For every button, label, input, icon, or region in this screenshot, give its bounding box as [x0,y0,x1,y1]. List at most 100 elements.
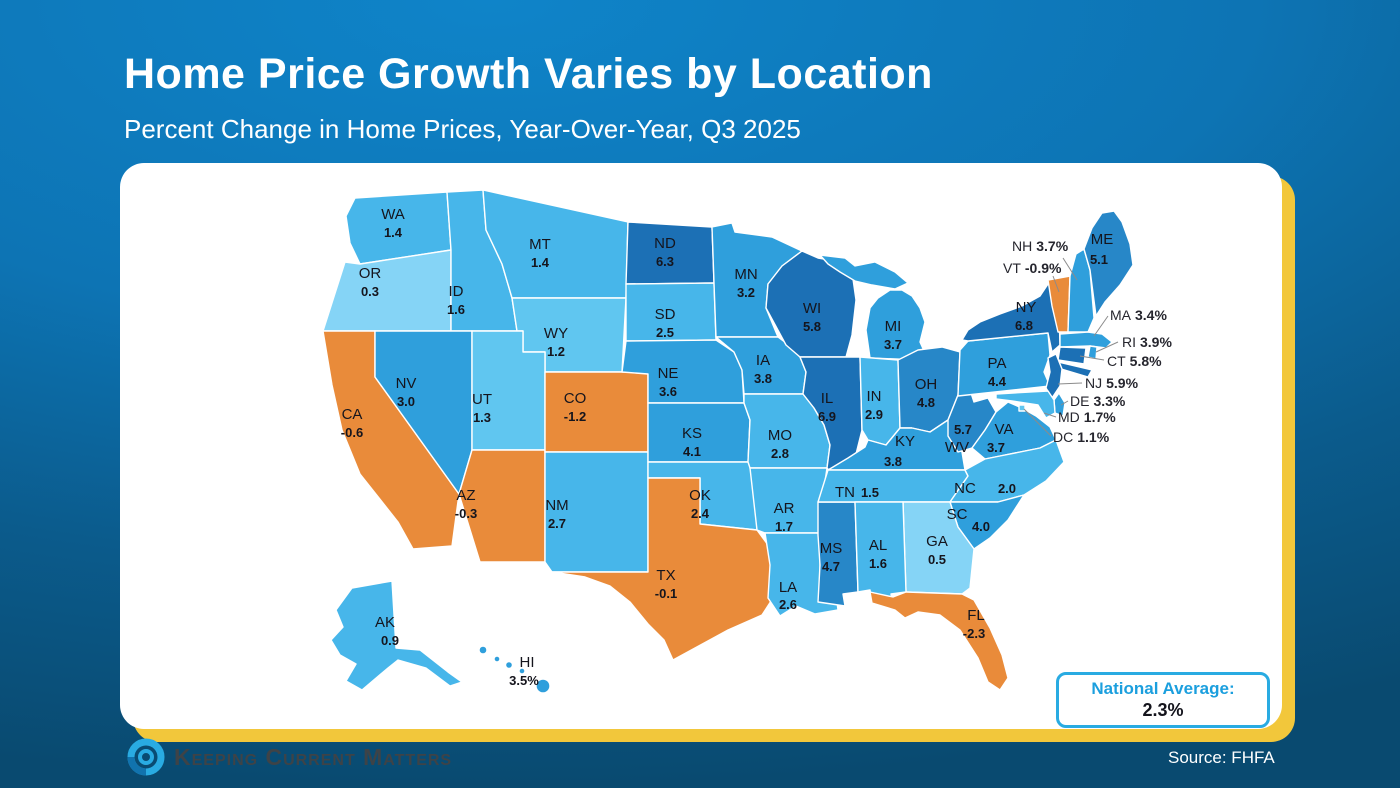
callout-line-nh [1062,257,1078,281]
state-hi-island [535,678,551,694]
state-label-ak: AK [375,614,395,631]
brand-wordmark: Keeping Current Matters [174,744,453,770]
state-nh [1067,248,1095,333]
state-label-mo: MO [768,427,792,444]
state-al [854,501,907,607]
callout-label-vt: VT -0.9% [1003,260,1062,276]
state-value-fl: -2.3 [963,626,985,641]
state-nd [625,221,715,285]
us-choropleth-map: WA 1.4 OR 0.3 ID 1.6 MT 1.4 WY 1.2 CA -0… [322,189,1172,694]
state-label-co: CO [564,390,587,407]
state-value-al: 1.6 [869,556,887,571]
state-fl [869,591,1009,691]
state-value-hi: 3.5% [509,673,539,688]
state-value-pa: 4.4 [988,374,1007,389]
state-label-tn: TN [835,484,855,501]
state-label-al: AL [869,537,887,554]
callout-label-nh: NH 3.7% [1012,238,1069,254]
state-md [995,390,1056,419]
state-value-ky: 3.8 [884,454,902,469]
state-label-il: IL [821,390,834,407]
state-label-oh: OH [915,376,938,393]
callout-line-ri [1095,341,1119,353]
page-subtitle: Percent Change in Home Prices, Year-Over… [124,114,801,144]
state-value-ok: 2.4 [691,506,710,521]
state-label-ca: CA [342,406,363,423]
state-label-sc: SC [947,506,968,523]
national-average-box: National Average: 2.3% [1056,672,1270,728]
callout-line-ma [1093,315,1109,337]
state-value-la: 2.6 [779,597,797,612]
state-value-ca: -0.6 [341,425,363,440]
state-value-co: -1.2 [564,409,586,424]
state-value-ak: 0.9 [381,633,399,648]
state-label-or: OR [359,265,382,282]
state-label-mt: MT [529,236,551,253]
state-value-ar: 1.7 [775,519,793,534]
callout-line-dc [1023,408,1052,437]
state-value-nm: 2.7 [548,516,566,531]
state-value-me: 5.1 [1090,252,1108,267]
state-value-mi: 3.7 [884,337,902,352]
state-label-id: ID [449,283,464,300]
state-label-wv: WV [945,439,969,456]
state-value-il: 6.9 [818,409,836,424]
state-value-ia: 3.8 [754,371,772,386]
state-value-wi: 5.8 [803,319,821,334]
state-label-pa: PA [988,355,1007,372]
state-hi-island [493,655,501,663]
state-me [1083,210,1134,317]
callout-line-de [1060,400,1069,406]
callout-line-md [1043,412,1057,418]
state-value-oh: 4.8 [917,395,935,410]
state-value-mt: 1.4 [531,255,550,270]
state-value-id: 1.6 [447,302,465,317]
state-ak [330,580,463,691]
state-label-az: AZ [456,487,475,504]
state-label-ar: AR [774,500,795,517]
callout-label-ma: MA 3.4% [1110,307,1167,323]
state-label-ny: NY [1016,299,1037,316]
state-value-nd: 6.3 [656,254,674,269]
state-label-mn: MN [734,266,757,283]
callout-label-nj: NJ 5.9% [1085,375,1139,391]
state-label-fl: FL [967,607,985,624]
state-label-in: IN [867,388,882,405]
state-value-tx: -0.1 [655,586,677,601]
state-mi-upper-peninsula [819,254,909,290]
callout-line-ct [1079,355,1105,361]
state-label-la: LA [779,579,797,596]
state-label-ks: KS [682,425,702,442]
state-value-az: -0.3 [455,506,477,521]
state-label-nv: NV [396,375,417,392]
source-credit: Source: FHFA [1168,748,1275,767]
state-value-sc: 4.0 [972,519,990,534]
state-label-nc: NC [954,480,976,497]
state-label-sd: SD [655,306,676,323]
state-label-ut: UT [472,391,492,408]
state-label-wi: WI [803,300,821,317]
callout-label-de: DE 3.3% [1070,393,1126,409]
state-label-va: VA [995,421,1014,438]
state-nj [1045,353,1063,399]
state-label-wa: WA [381,206,405,223]
state-value-wy: 1.2 [547,344,565,359]
state-value-ne: 3.6 [659,384,677,399]
state-value-ks: 4.1 [683,444,701,459]
state-value-in: 2.9 [865,407,883,422]
state-label-wy: WY [544,325,568,342]
state-hi-island [478,645,488,655]
state-label-mi: MI [885,318,902,335]
page-title: Home Price Growth Varies by Location [124,50,933,98]
state-label-ga: GA [926,533,948,550]
state-value-nc: 2.0 [998,481,1016,496]
state-value-tn: 1.5 [861,485,879,500]
state-ri [1087,345,1098,360]
state-label-ia: IA [756,352,770,369]
state-az [458,449,546,563]
callout-label-ri: RI 3.9% [1122,334,1172,350]
state-value-mn: 3.2 [737,285,755,300]
state-value-va: 3.7 [987,440,1005,455]
state-vt [1047,275,1071,333]
state-value-ga: 0.5 [928,552,946,567]
